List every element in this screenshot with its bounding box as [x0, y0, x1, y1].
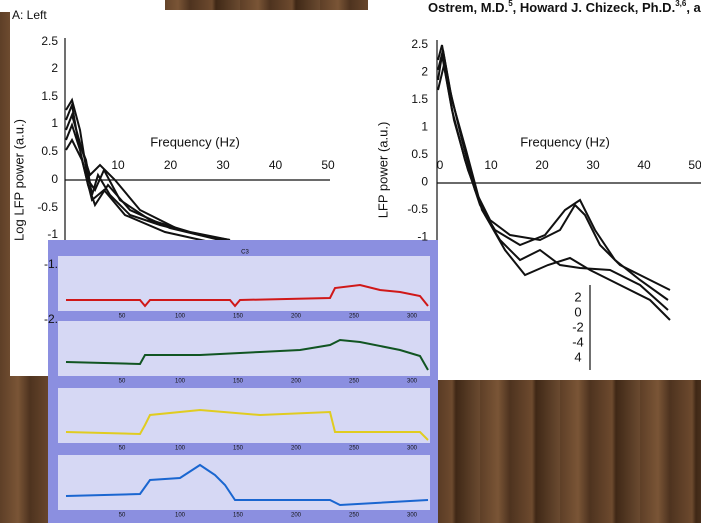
y-tick-label: -1: [417, 230, 428, 244]
x-tick-label: 200: [291, 446, 302, 452]
y-tick-label: 2.5: [411, 37, 428, 51]
x-tick-label: 300: [407, 314, 418, 320]
x-tick-label: 50: [321, 158, 335, 172]
x-tick-label: 150: [233, 446, 244, 452]
y-tick-label: 1.5: [411, 92, 428, 106]
y-tick-label: 0: [421, 175, 428, 189]
y-tick-label: 2: [421, 65, 428, 79]
author: , Howard J. Chizeck, Ph.D.: [513, 0, 676, 15]
x-tick-label: 200: [291, 379, 302, 385]
right-axes: [436, 40, 701, 250]
x-tick-label: 150: [233, 379, 244, 385]
y-tick-label: 0: [51, 172, 58, 186]
x-tick-label: 50: [119, 379, 126, 385]
y-axis-label: LFP power (a.u.): [375, 122, 390, 219]
y-tick-label: -0.5: [37, 200, 58, 214]
y-tick-label: 1: [51, 116, 58, 130]
x-tick-label: 10: [484, 158, 498, 172]
x-tick-label: 50: [119, 314, 126, 320]
x-tick-label: 250: [349, 314, 360, 320]
x-tick-label: 50: [119, 513, 126, 519]
scale-label: 4: [574, 349, 581, 364]
x-tick-label: 30: [586, 158, 600, 172]
scale-label: 0: [574, 304, 581, 319]
x-tick-label: 100: [175, 314, 186, 320]
x-tick-label: 0: [437, 158, 444, 172]
paper-corner: [0, 0, 165, 12]
scale-label: -4: [572, 334, 584, 349]
y-tick-label: -1.: [44, 257, 58, 271]
x-axis-label: Frequency (Hz): [520, 134, 610, 149]
x-tick-label: 30: [216, 158, 230, 172]
right-curves: [437, 44, 671, 321]
x-tick-label: 20: [535, 158, 549, 172]
x-tick-label: 300: [407, 379, 418, 385]
header-text: Ostrem, M.D.5, Howard J. Chizeck, Ph.D.3…: [428, 0, 701, 15]
y-tick-label: 1.5: [41, 89, 58, 103]
x-tick-label: 20: [164, 158, 178, 172]
strip: [58, 321, 430, 376]
superscript: 3,6: [675, 0, 687, 8]
x-tick-label: 250: [349, 513, 360, 519]
x-tick-label: 300: [407, 446, 418, 452]
x-axis-label: Frequency (Hz): [150, 134, 240, 149]
x-tick-label: 40: [637, 158, 651, 172]
y-tick-label: 1: [421, 120, 428, 134]
x-tick-label: 50: [119, 446, 126, 452]
y-tick-label: -1: [47, 227, 58, 241]
x-tick-label: 50: [688, 158, 701, 172]
strip-title: C3: [241, 250, 249, 256]
strip: [58, 388, 430, 443]
x-tick-label: 200: [291, 513, 302, 519]
author: , and Philip A. Sta: [686, 0, 701, 15]
x-tick-label: 300: [407, 513, 418, 519]
scale-label: -2: [572, 319, 584, 334]
y-tick-label: 2: [51, 61, 58, 75]
left-curves: [65, 97, 231, 243]
x-tick-label: 40: [269, 158, 283, 172]
strip: [58, 256, 430, 311]
strip: [58, 455, 430, 510]
x-tick-label: 200: [291, 314, 302, 320]
x-tick-label: 250: [349, 379, 360, 385]
panel-label: A: Left: [12, 8, 47, 22]
author: Ostrem, M.D.: [428, 0, 508, 15]
superscript: 5: [508, 0, 513, 8]
x-tick-label: 100: [175, 513, 186, 519]
x-tick-label: 250: [349, 446, 360, 452]
y-tick-label: -0.5: [407, 202, 428, 216]
x-tick-label: 150: [233, 314, 244, 320]
x-tick-label: 100: [175, 446, 186, 452]
y-axis-label: Log LFP power (a.u.): [11, 119, 26, 241]
x-tick-label: 100: [175, 379, 186, 385]
y-tick-label: 0.5: [41, 144, 58, 158]
y-tick-label: 2.5: [41, 34, 58, 48]
y-tick-label: -2.: [44, 312, 58, 326]
y-tick-label: 0.5: [411, 147, 428, 161]
x-tick-label: 10: [111, 158, 125, 172]
x-tick-label: 150: [233, 513, 244, 519]
scale-label: 2: [574, 289, 581, 304]
